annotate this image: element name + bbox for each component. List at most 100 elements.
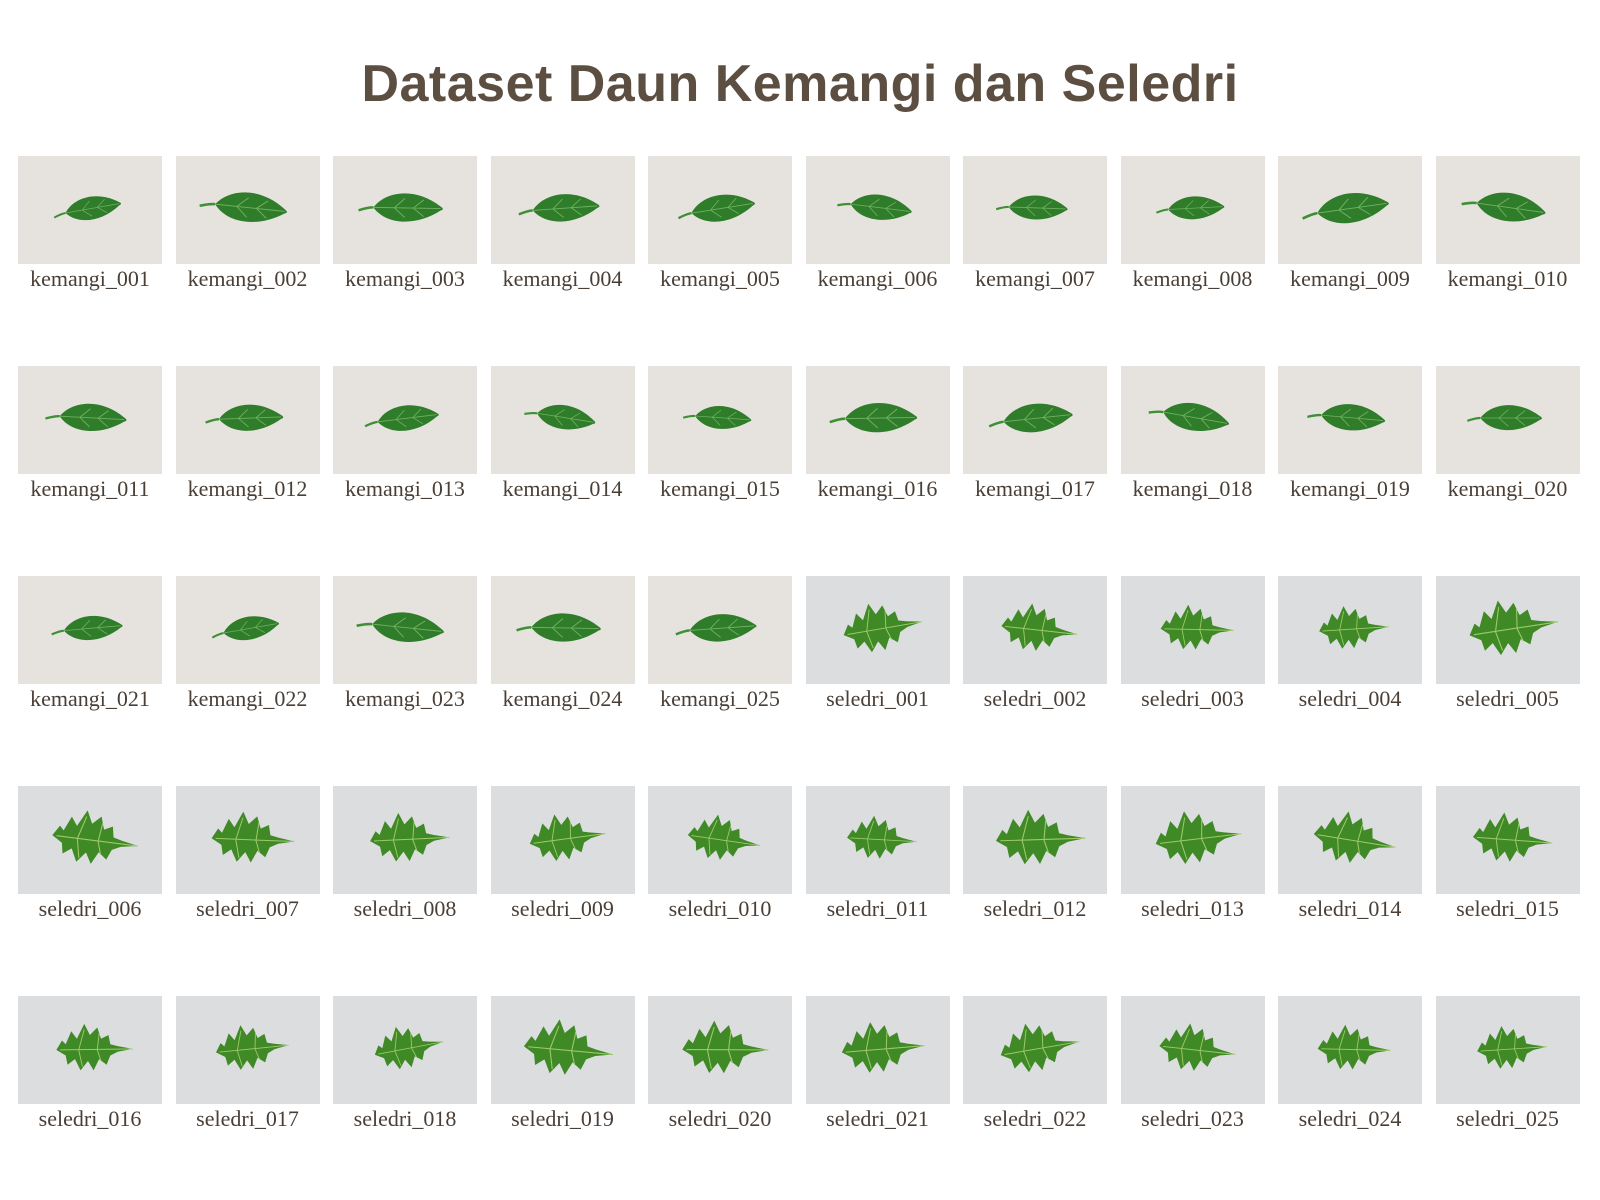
- dataset-item: seledri_019: [490, 996, 635, 1144]
- basil-leaf-icon: [648, 576, 792, 684]
- dataset-item: kemangi_003: [333, 156, 477, 304]
- dataset-item: kemangi_023: [333, 576, 477, 724]
- image-caption: seledri_012: [983, 896, 1087, 921]
- basil-leaf-icon: [1278, 156, 1422, 264]
- basil-leaf-icon: [18, 576, 162, 684]
- kemangi-leaf-photo: [18, 366, 162, 474]
- image-caption: kemangi_020: [1447, 476, 1568, 501]
- dataset-item: kemangi_017: [963, 366, 1107, 514]
- kemangi-leaf-photo: [963, 366, 1107, 474]
- seledri-leaf-photo: [963, 996, 1107, 1104]
- image-caption: seledri_008: [353, 896, 457, 921]
- seledri-leaf-photo: [1120, 786, 1265, 894]
- image-caption: kemangi_014: [502, 476, 623, 501]
- dataset-item: seledri_015: [1435, 786, 1580, 934]
- dataset-item: seledri_007: [175, 786, 320, 934]
- basil-leaf-icon: [490, 156, 635, 264]
- dataset-item: seledri_024: [1278, 996, 1422, 1144]
- seledri-leaf-photo: [1435, 786, 1580, 894]
- seledri-leaf-photo: [805, 996, 950, 1104]
- kemangi-leaf-photo: [18, 156, 162, 264]
- celery-leaf-icon: [1278, 786, 1422, 894]
- image-caption: kemangi_023: [345, 686, 465, 711]
- image-caption: kemangi_016: [817, 476, 938, 501]
- image-caption: kemangi_009: [1290, 266, 1410, 291]
- image-caption: seledri_023: [1141, 1106, 1244, 1131]
- kemangi-leaf-photo: [805, 156, 950, 264]
- celery-leaf-icon: [1435, 576, 1580, 684]
- dataset-item: kemangi_007: [963, 156, 1107, 304]
- image-caption: seledri_003: [1141, 686, 1244, 711]
- celery-leaf-icon: [18, 996, 162, 1104]
- celery-leaf-icon: [805, 996, 950, 1104]
- image-caption: kemangi_018: [1132, 476, 1253, 501]
- seledri-leaf-photo: [1278, 996, 1422, 1104]
- celery-leaf-icon: [18, 786, 162, 894]
- kemangi-leaf-photo: [648, 366, 792, 474]
- image-caption: kemangi_021: [30, 686, 150, 711]
- dataset-item: seledri_014: [1278, 786, 1422, 934]
- dataset-item: seledri_012: [963, 786, 1107, 934]
- image-caption: kemangi_001: [30, 266, 150, 291]
- basil-leaf-icon: [490, 576, 635, 684]
- basil-leaf-icon: [648, 366, 792, 474]
- dataset-item: seledri_021: [805, 996, 950, 1144]
- seledri-leaf-photo: [1435, 576, 1580, 684]
- celery-leaf-icon: [333, 996, 477, 1104]
- image-caption: kemangi_006: [817, 266, 938, 291]
- image-caption: kemangi_012: [187, 476, 308, 501]
- image-caption: kemangi_015: [660, 476, 780, 501]
- image-caption: seledri_013: [1141, 896, 1244, 921]
- dataset-item: kemangi_013: [333, 366, 477, 514]
- seledri-leaf-photo: [490, 786, 635, 894]
- dataset-item: seledri_018: [333, 996, 477, 1144]
- basil-leaf-icon: [18, 156, 162, 264]
- kemangi-leaf-photo: [805, 366, 950, 474]
- dataset-item: seledri_013: [1120, 786, 1265, 934]
- page-title: Dataset Daun Kemangi dan Seledri: [361, 55, 1239, 113]
- dataset-item: kemangi_021: [18, 576, 162, 724]
- image-caption: seledri_017: [196, 1106, 299, 1131]
- dataset-item: kemangi_008: [1120, 156, 1265, 304]
- image-caption: seledri_024: [1298, 1106, 1402, 1131]
- image-caption: kemangi_007: [975, 266, 1095, 291]
- kemangi-leaf-photo: [490, 366, 635, 474]
- dataset-item: kemangi_010: [1435, 156, 1580, 304]
- image-caption: kemangi_025: [660, 686, 780, 711]
- kemangi-leaf-photo: [175, 576, 320, 684]
- image-caption: seledri_016: [38, 1106, 142, 1131]
- kemangi-leaf-photo: [1120, 156, 1265, 264]
- dataset-item: seledri_016: [18, 996, 162, 1144]
- image-caption: kemangi_005: [660, 266, 780, 291]
- dataset-item: kemangi_004: [490, 156, 635, 304]
- dataset-item: seledri_017: [175, 996, 320, 1144]
- seledri-leaf-photo: [648, 786, 792, 894]
- dataset-item: kemangi_022: [175, 576, 320, 724]
- seledri-leaf-photo: [333, 786, 477, 894]
- seledri-leaf-photo: [18, 786, 162, 894]
- seledri-leaf-photo: [963, 786, 1107, 894]
- dataset-item: seledri_025: [1435, 996, 1580, 1144]
- kemangi-leaf-photo: [490, 156, 635, 264]
- basil-leaf-icon: [1120, 366, 1265, 474]
- celery-leaf-icon: [175, 996, 320, 1104]
- dataset-item: kemangi_015: [648, 366, 792, 514]
- dataset-item: kemangi_009: [1278, 156, 1422, 304]
- celery-leaf-icon: [1278, 996, 1422, 1104]
- celery-leaf-icon: [490, 786, 635, 894]
- celery-leaf-icon: [1120, 996, 1265, 1104]
- image-caption: seledri_018: [353, 1106, 457, 1131]
- image-caption: kemangi_008: [1132, 266, 1253, 291]
- celery-leaf-icon: [1120, 786, 1265, 894]
- image-caption: seledri_011: [826, 896, 929, 921]
- dataset-item: kemangi_018: [1120, 366, 1265, 514]
- image-caption: kemangi_019: [1290, 476, 1410, 501]
- kemangi-leaf-photo: [648, 576, 792, 684]
- dataset-item: seledri_001: [805, 576, 950, 724]
- basil-leaf-icon: [963, 366, 1107, 474]
- seledri-leaf-photo: [648, 996, 792, 1104]
- celery-leaf-icon: [333, 786, 477, 894]
- kemangi-leaf-photo: [18, 576, 162, 684]
- image-caption: seledri_009: [511, 896, 614, 921]
- dataset-item: seledri_009: [490, 786, 635, 934]
